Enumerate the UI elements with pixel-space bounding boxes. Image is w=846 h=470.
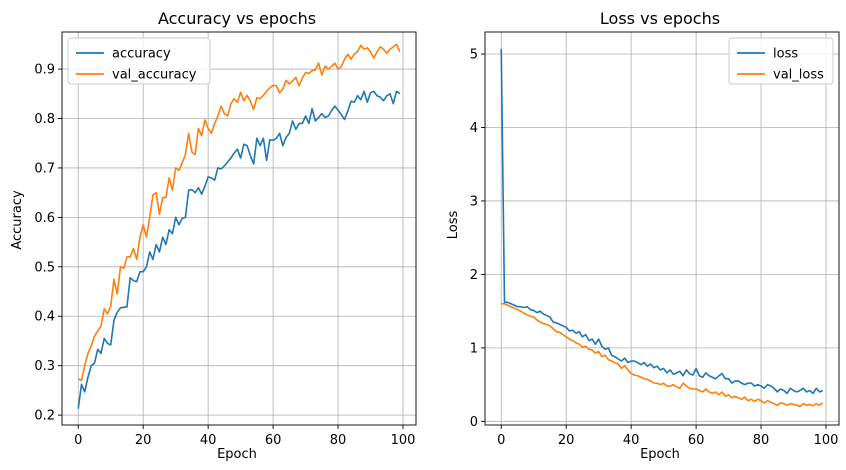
accuracy-x-tick-label: 40 bbox=[200, 433, 217, 448]
accuracy-chart: Accuracy vs epochs Epoch Accuracy 0 20 40 6… bbox=[10, 9, 417, 462]
accuracy-legend-label-val-accuracy: val_accuracy bbox=[112, 68, 197, 83]
accuracy-legend: accuracy val_accuracy bbox=[67, 37, 211, 85]
accuracy-y-tick-label: 0.6 bbox=[34, 211, 55, 226]
accuracy-x-tick-label: 100 bbox=[391, 433, 416, 448]
accuracy-x-tick-label: 80 bbox=[330, 433, 347, 448]
loss-x-tick-label: 100 bbox=[814, 433, 839, 448]
accuracy-y-tick-label: 0.9 bbox=[34, 63, 55, 78]
loss-x-tick-label: 60 bbox=[688, 433, 705, 448]
accuracy-legend-box bbox=[67, 37, 211, 85]
loss-y-tick-label: 4 bbox=[470, 121, 478, 136]
loss-legend: loss val_loss bbox=[728, 37, 834, 85]
loss-x-tick-label: 40 bbox=[623, 433, 640, 448]
loss-grid bbox=[485, 32, 839, 425]
accuracy-grid bbox=[62, 32, 416, 425]
accuracy-x-axis-label: Epoch bbox=[217, 447, 257, 462]
accuracy-y-tick-label: 0.7 bbox=[34, 161, 55, 176]
accuracy-y-tick-label: 0.4 bbox=[34, 310, 55, 325]
loss-series-line-loss bbox=[500, 48, 824, 395]
loss-legend-label-loss: loss bbox=[773, 47, 798, 62]
loss-x-axis-label: Epoch bbox=[640, 447, 680, 462]
loss-y-tick-label: 5 bbox=[470, 48, 478, 63]
accuracy-y-tick-label: 0.3 bbox=[34, 359, 55, 374]
accuracy-legend-label-accuracy: accuracy bbox=[112, 47, 171, 62]
loss-y-axis-label: Loss bbox=[446, 211, 461, 240]
loss-chart-title: Loss vs epochs bbox=[600, 9, 720, 28]
loss-y-tick-label: 1 bbox=[470, 341, 478, 356]
accuracy-series-line-val-accuracy bbox=[77, 43, 401, 382]
accuracy-y-tick-label: 0.8 bbox=[34, 112, 55, 127]
accuracy-y-tick-label: 0.2 bbox=[34, 409, 55, 424]
loss-x-tick-label: 0 bbox=[497, 433, 505, 448]
accuracy-x-tick-label: 60 bbox=[265, 433, 282, 448]
loss-y-tick-label: 3 bbox=[470, 194, 478, 209]
accuracy-y-axis-label: Accuracy bbox=[10, 190, 25, 250]
loss-series-line-val-loss bbox=[501, 302, 824, 408]
loss-axes-frame bbox=[484, 31, 840, 426]
loss-chart: Loss vs epochs Epoch Loss 0 20 40 60 80 100 0 1… bbox=[446, 9, 840, 462]
loss-x-tick-label: 80 bbox=[753, 433, 770, 448]
loss-legend-box bbox=[728, 37, 834, 85]
loss-legend-label-val-loss: val_loss bbox=[773, 68, 824, 83]
accuracy-series-line-accuracy bbox=[77, 90, 401, 409]
accuracy-y-tick-label: 0.5 bbox=[34, 260, 55, 275]
accuracy-x-tick-label: 20 bbox=[135, 433, 152, 448]
loss-x-tick-label: 20 bbox=[558, 433, 575, 448]
loss-y-tick-label: 2 bbox=[470, 268, 478, 283]
accuracy-chart-title: Accuracy vs epochs bbox=[158, 9, 316, 28]
accuracy-axes-frame bbox=[61, 31, 417, 426]
loss-y-tick-label: 0 bbox=[470, 415, 478, 430]
accuracy-x-tick-label: 0 bbox=[74, 433, 82, 448]
